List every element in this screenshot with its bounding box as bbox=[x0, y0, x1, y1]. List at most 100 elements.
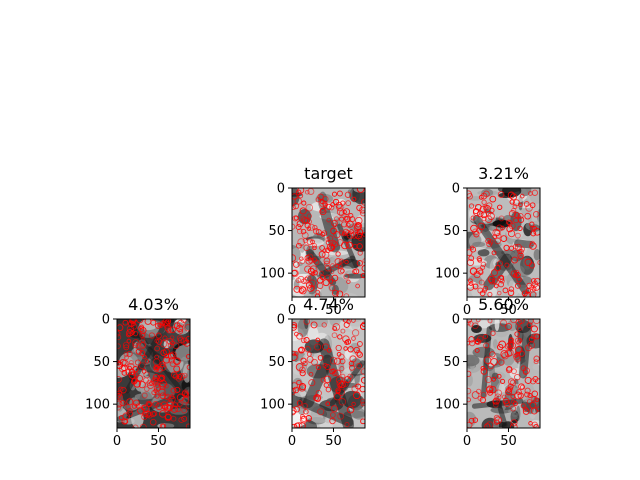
keypoint-marker bbox=[117, 405, 121, 411]
keypoint-marker bbox=[345, 222, 351, 228]
texture-blob bbox=[310, 319, 329, 327]
keypoint-marker bbox=[356, 351, 363, 358]
keypoint-marker bbox=[306, 284, 315, 293]
keypoint-marker bbox=[133, 380, 142, 388]
keypoint-marker bbox=[511, 399, 516, 405]
keypoint-marker bbox=[170, 371, 178, 379]
keypoint-marker bbox=[530, 230, 537, 237]
keypoint-marker bbox=[522, 408, 530, 415]
keypoint-marker bbox=[301, 231, 309, 239]
keypoint-marker bbox=[356, 188, 365, 193]
keypoint-marker bbox=[493, 414, 500, 421]
keypoint-marker bbox=[468, 278, 473, 284]
keypoint-marker bbox=[185, 354, 190, 359]
keypoint-marker bbox=[487, 275, 495, 283]
keypoint-marker bbox=[524, 387, 531, 394]
keypoint-marker bbox=[330, 263, 335, 268]
keypoint-marker bbox=[519, 193, 525, 199]
axes-frame bbox=[291, 187, 366, 298]
keypoint-marker bbox=[533, 423, 539, 428]
keypoint-marker bbox=[338, 210, 345, 217]
keypoint-marker bbox=[534, 397, 540, 403]
keypoint-marker bbox=[129, 319, 136, 324]
keypoint-marker bbox=[529, 202, 536, 209]
keypoint-marker bbox=[355, 216, 363, 225]
keypoint-marker bbox=[311, 243, 318, 249]
keypoint-marker bbox=[154, 393, 160, 399]
keypoint-marker bbox=[468, 336, 475, 343]
keypoint-marker bbox=[494, 393, 502, 401]
keypoint-marker bbox=[340, 328, 346, 334]
keypoint-marker bbox=[314, 343, 322, 351]
keypoint-marker bbox=[523, 201, 530, 207]
keypoint-marker bbox=[305, 275, 312, 282]
keypoint-marker bbox=[535, 378, 540, 384]
keypoint-marker bbox=[338, 258, 345, 264]
texture-streak bbox=[319, 206, 341, 253]
x-tick-label: 0 bbox=[463, 434, 471, 449]
keypoint-marker bbox=[490, 269, 498, 277]
keypoint-marker bbox=[120, 364, 128, 372]
keypoint-marker bbox=[292, 215, 299, 222]
keypoint-marker bbox=[315, 389, 322, 397]
keypoint-marker bbox=[509, 379, 517, 387]
keypoint-marker bbox=[349, 355, 357, 363]
y-tick-label: 50 bbox=[443, 355, 460, 370]
keypoint-marker bbox=[159, 392, 167, 400]
keypoint-marker bbox=[467, 193, 474, 200]
keypoint-marker bbox=[511, 256, 519, 264]
keypoint-marker bbox=[306, 253, 314, 261]
keypoint-marker bbox=[303, 319, 311, 325]
keypoint-marker bbox=[325, 386, 332, 393]
keypoint-marker bbox=[299, 383, 307, 391]
keypoint-marker bbox=[500, 378, 506, 384]
keypoint-marker bbox=[508, 337, 514, 343]
keypoint-marker bbox=[123, 344, 130, 351]
keypoint-marker bbox=[300, 215, 306, 221]
keypoint-marker bbox=[292, 269, 299, 278]
keypoint-marker bbox=[160, 320, 166, 326]
keypoint-marker bbox=[356, 260, 363, 267]
keypoint-marker bbox=[492, 228, 501, 237]
keypoint-marker bbox=[117, 400, 123, 408]
keypoint-marker bbox=[313, 259, 320, 266]
y-tick-label: 100 bbox=[85, 398, 110, 413]
keypoint-marker bbox=[334, 258, 342, 266]
texture-blob bbox=[494, 319, 500, 332]
keypoint-marker bbox=[475, 319, 481, 323]
keypoint-marker bbox=[166, 400, 173, 407]
keypoint-marker bbox=[468, 321, 474, 327]
keypoint-marker bbox=[516, 276, 522, 283]
keypoint-marker bbox=[320, 377, 326, 383]
keypoint-marker bbox=[147, 382, 154, 390]
keypoint-marker bbox=[498, 215, 505, 222]
keypoint-marker bbox=[153, 358, 161, 366]
keypoint-marker bbox=[299, 414, 306, 420]
texture-blob bbox=[297, 319, 309, 337]
keypoint-marker bbox=[467, 387, 472, 395]
keypoint-marker bbox=[315, 229, 322, 236]
keypoint-marker bbox=[340, 373, 346, 379]
keypoint-marker bbox=[486, 421, 494, 428]
keypoint-marker bbox=[343, 346, 348, 351]
keypoint-marker bbox=[351, 336, 356, 341]
keypoint-marker bbox=[343, 215, 349, 221]
keypoint-marker bbox=[491, 250, 497, 256]
keypoint-marker bbox=[338, 381, 346, 389]
subplot-title: target bbox=[304, 164, 353, 183]
keypoint-marker bbox=[174, 386, 181, 393]
keypoint-marker bbox=[148, 332, 156, 339]
keypoint-marker bbox=[304, 265, 312, 273]
keypoint-marker bbox=[128, 360, 134, 366]
keypoint-marker bbox=[139, 350, 146, 357]
keypoint-marker bbox=[169, 326, 176, 334]
image-area bbox=[467, 319, 540, 428]
keypoint-marker bbox=[312, 245, 317, 251]
keypoint-marker bbox=[359, 385, 365, 393]
keypoint-marker bbox=[349, 364, 355, 371]
keypoint-marker bbox=[467, 340, 471, 346]
keypoint-marker bbox=[467, 190, 472, 198]
keypoint-marker bbox=[518, 202, 523, 208]
keypoint-marker bbox=[126, 398, 134, 406]
keypoint-marker bbox=[531, 333, 537, 340]
